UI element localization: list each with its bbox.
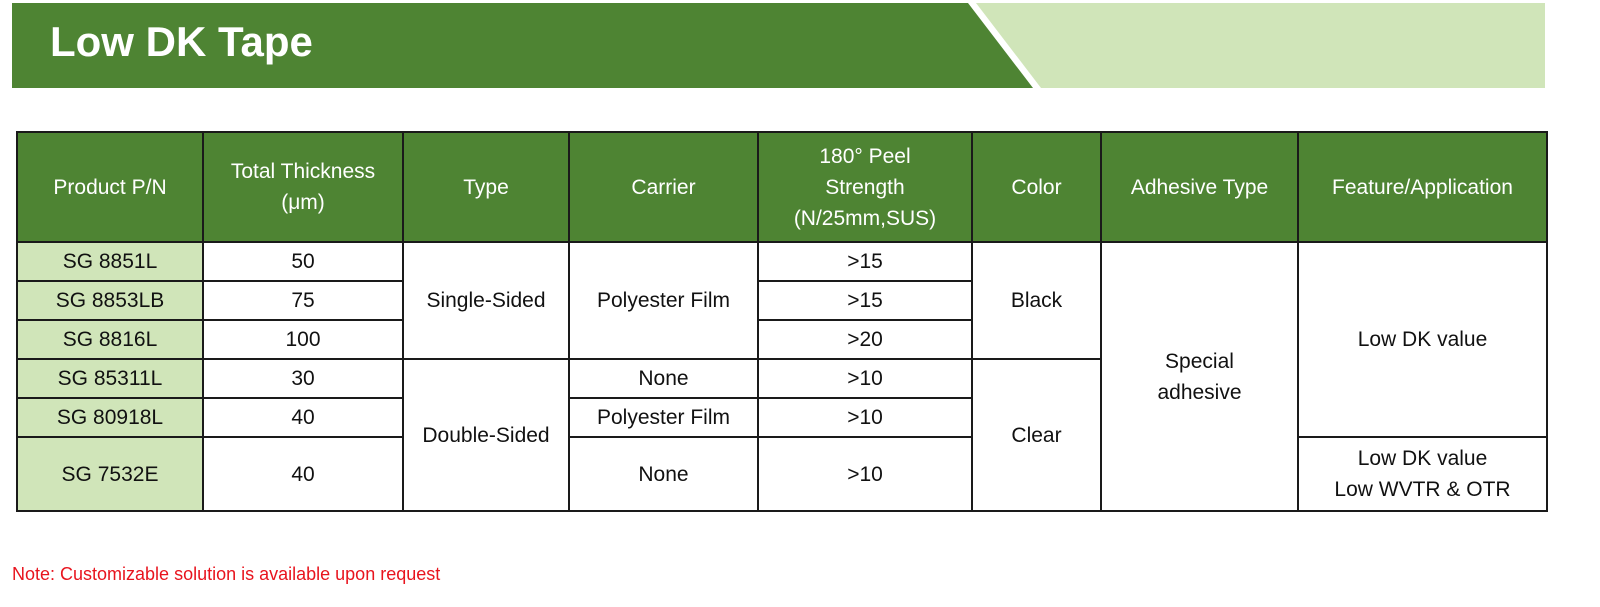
cell-thickness: 75 xyxy=(202,280,404,321)
banner-dark xyxy=(12,3,1033,88)
header-type: Type xyxy=(402,131,570,243)
cell-carrier: Polyester Film xyxy=(568,397,759,438)
table-row: SG 8853LB 75 >15 xyxy=(16,280,1547,321)
cell-carrier: Polyester Film xyxy=(568,241,759,360)
cell-peel: >20 xyxy=(757,319,973,360)
header-pn: Product P/N xyxy=(16,131,204,243)
header-carrier: Carrier xyxy=(568,131,759,243)
cell-peel: >15 xyxy=(757,280,973,321)
cell-thickness: 100 xyxy=(202,319,404,360)
cell-pn: SG 80918L xyxy=(16,397,204,438)
cell-adhesive: Special adhesive xyxy=(1100,241,1299,512)
cell-feature: Low DK value Low WVTR & OTR xyxy=(1297,436,1548,512)
cell-thickness: 40 xyxy=(202,397,404,438)
cell-peel: >10 xyxy=(757,397,973,438)
cell-thickness: 40 xyxy=(202,436,404,512)
cell-peel: >15 xyxy=(757,241,973,282)
header-color: Color xyxy=(971,131,1102,243)
table-row: SG 8816L 100 >20 xyxy=(16,319,1547,360)
footnote: Note: Customizable solution is available… xyxy=(12,564,441,584)
cell-carrier: None xyxy=(568,436,759,512)
header-peel: 180° Peel Strength (N/25mm,SUS) xyxy=(757,131,973,243)
page-title: Low DK Tape xyxy=(50,18,313,65)
cell-pn: SG 8853LB xyxy=(16,280,204,321)
cell-color: Black xyxy=(971,241,1102,360)
cell-pn: SG 8816L xyxy=(16,319,204,360)
product-table: Product P/N Total Thickness (μm) Type Car… xyxy=(16,131,1548,512)
cell-thickness: 30 xyxy=(202,358,404,399)
cell-color: Clear xyxy=(971,358,1102,512)
cell-peel: >10 xyxy=(757,436,973,512)
cell-feature: Low DK value xyxy=(1297,241,1548,438)
cell-pn: SG 8851L xyxy=(16,241,204,282)
header-row: Product P/N Total Thickness (μm) Type Car… xyxy=(16,131,1548,243)
header-adhesive: Adhesive Type xyxy=(1100,131,1299,243)
cell-carrier: None xyxy=(568,358,759,399)
table-row: SG 85311L 30 Double-Sided None >10 Clear xyxy=(16,358,1547,512)
title-banner xyxy=(12,3,1545,88)
cell-pn: SG 85311L xyxy=(16,358,204,399)
header-thickness: Total Thickness (μm) xyxy=(202,131,404,243)
table-row: SG 80918L 40 Polyester Film >10 xyxy=(16,397,1547,438)
cell-type: Single-Sided xyxy=(402,241,570,360)
banner-light xyxy=(976,3,1545,88)
cell-type: Double-Sided xyxy=(402,358,570,512)
header-feature: Feature/Application xyxy=(1297,131,1548,243)
cell-thickness: 50 xyxy=(202,241,404,282)
table-row: SG 7532E 40 None >10 Low DK value Low WVT… xyxy=(16,436,1548,512)
cell-peel: >10 xyxy=(757,358,973,399)
cell-pn: SG 7532E xyxy=(16,436,204,512)
table-row: SG 8851L 50 Single-Sided Polyester Film … xyxy=(16,241,1548,512)
